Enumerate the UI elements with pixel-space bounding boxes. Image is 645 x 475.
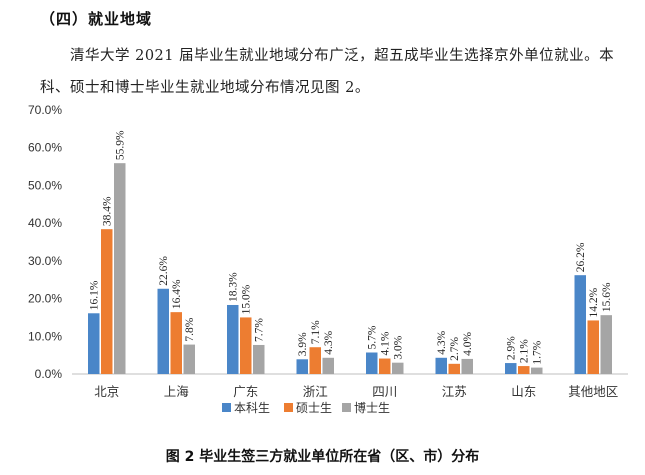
data-label: 7.8% bbox=[184, 317, 196, 341]
y-tick-label: 20.0% bbox=[28, 292, 62, 306]
bar bbox=[448, 363, 460, 374]
legend-swatch bbox=[284, 403, 293, 412]
legend-entry: 硕士生 bbox=[296, 401, 332, 415]
x-category-label: 四川 bbox=[372, 384, 397, 399]
bar bbox=[309, 347, 321, 374]
bar bbox=[518, 366, 530, 374]
data-label: 4.3% bbox=[436, 330, 448, 354]
legend-entry: 本科生 bbox=[234, 401, 270, 415]
data-label: 2.9% bbox=[506, 336, 518, 360]
x-category-label: 北京 bbox=[94, 384, 119, 399]
data-label: 7.1% bbox=[310, 320, 322, 344]
data-label: 22.6% bbox=[158, 256, 170, 286]
y-tick-label: 50.0% bbox=[28, 178, 62, 192]
section-heading: （四）就业地域 bbox=[40, 10, 153, 28]
legend-swatch bbox=[222, 403, 231, 412]
legend-swatch bbox=[342, 403, 351, 412]
x-category-label: 山东 bbox=[511, 384, 536, 399]
data-label: 16.1% bbox=[89, 280, 101, 310]
data-label: 18.3% bbox=[228, 272, 240, 302]
bar bbox=[379, 358, 391, 374]
data-label: 4.3% bbox=[323, 330, 335, 354]
data-label: 4.0% bbox=[462, 332, 474, 356]
x-category-label: 浙江 bbox=[303, 384, 328, 399]
bar bbox=[392, 362, 404, 374]
bar bbox=[435, 357, 447, 374]
bar bbox=[587, 320, 599, 374]
bar bbox=[461, 358, 473, 374]
data-label: 5.7% bbox=[367, 325, 379, 349]
bar bbox=[157, 288, 169, 374]
body-paragraph: 清华大学 2021 届毕业生就业地域分布广泛，超五成毕业生选择京外单位就业。本科… bbox=[40, 48, 615, 96]
bar bbox=[114, 163, 126, 374]
data-label: 26.2% bbox=[575, 242, 587, 272]
bar bbox=[574, 275, 586, 374]
y-tick-label: 60.0% bbox=[28, 141, 62, 155]
y-tick-label: 0.0% bbox=[35, 367, 63, 381]
bar bbox=[253, 344, 265, 374]
data-label: 15.6% bbox=[601, 282, 613, 312]
figure-caption: 图 2 毕业生签三方就业单位所在省（区、市）分布 bbox=[165, 449, 480, 465]
bar-chart: 0.0% 10.0% 20.0% 30.0% 40.0% 50.0% 60.0% 70.0% 1… bbox=[28, 103, 628, 415]
data-label: 1.7% bbox=[532, 340, 544, 364]
data-label: 3.0% bbox=[393, 335, 405, 359]
bar bbox=[366, 352, 378, 374]
data-label: 15.0% bbox=[241, 284, 253, 314]
y-tick-label: 40.0% bbox=[28, 216, 62, 230]
x-category-label: 广东 bbox=[233, 384, 258, 399]
x-category-label: 上海 bbox=[164, 384, 190, 399]
bar bbox=[170, 312, 182, 374]
bar bbox=[88, 313, 100, 374]
data-label: 3.9% bbox=[297, 332, 309, 356]
data-label: 55.9% bbox=[115, 130, 127, 160]
data-label: 2.1% bbox=[519, 339, 531, 363]
data-label: 16.4% bbox=[171, 279, 183, 309]
x-category-label: 其他地区 bbox=[568, 384, 618, 399]
data-label: 2.7% bbox=[449, 336, 461, 360]
y-tick-label: 10.0% bbox=[28, 329, 62, 343]
data-label: 7.7% bbox=[254, 318, 266, 342]
bar bbox=[101, 229, 113, 374]
data-label: 38.4% bbox=[102, 196, 114, 226]
y-tick-label: 70.0% bbox=[28, 103, 62, 117]
legend-entry: 博士生 bbox=[354, 400, 390, 415]
x-category-label: 江苏 bbox=[442, 384, 467, 399]
bar bbox=[322, 357, 334, 374]
bar bbox=[531, 367, 543, 374]
bar bbox=[240, 317, 252, 374]
y-tick-label: 30.0% bbox=[28, 254, 62, 268]
data-label: 14.2% bbox=[588, 287, 600, 317]
bar bbox=[227, 304, 239, 374]
bar bbox=[505, 363, 517, 374]
bar bbox=[183, 344, 195, 374]
data-label: 4.1% bbox=[380, 331, 392, 355]
bar bbox=[296, 359, 308, 374]
bar bbox=[600, 315, 612, 374]
